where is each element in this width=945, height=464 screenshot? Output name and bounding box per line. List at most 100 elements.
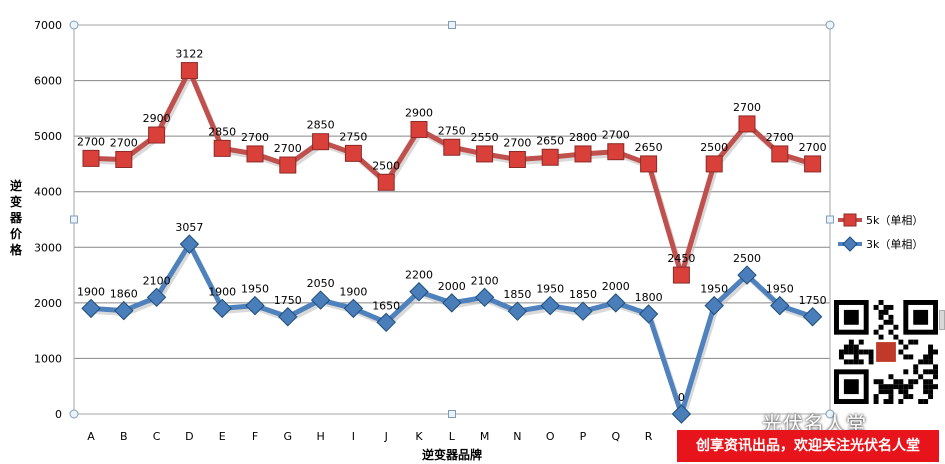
scrollbar-handle[interactable] bbox=[939, 310, 945, 330]
qr-module bbox=[928, 354, 934, 360]
qr-module bbox=[923, 384, 929, 390]
qr-module bbox=[898, 399, 904, 404]
qr-code-icon bbox=[834, 300, 938, 404]
qr-module bbox=[848, 339, 854, 345]
qr-module bbox=[903, 369, 909, 375]
data-point-5k bbox=[279, 156, 297, 174]
qr-module bbox=[888, 374, 894, 380]
qr-module bbox=[898, 389, 904, 395]
data-label: 1750 bbox=[274, 294, 302, 307]
qr-module bbox=[918, 399, 924, 404]
x-tick-label: J bbox=[384, 430, 388, 443]
qr-module bbox=[888, 304, 894, 310]
x-tick-label: L bbox=[449, 430, 456, 443]
qr-module bbox=[878, 379, 884, 385]
qr-module bbox=[893, 324, 899, 330]
qr-module bbox=[933, 364, 938, 370]
data-label: 1860 bbox=[110, 288, 138, 301]
data-point-5k bbox=[246, 145, 264, 163]
series-line-3k bbox=[90, 241, 814, 417]
qr-module bbox=[893, 379, 899, 385]
qr-module bbox=[888, 389, 894, 395]
qr-module bbox=[933, 349, 938, 355]
qr-module bbox=[888, 399, 894, 404]
data-label: 2850 bbox=[208, 125, 236, 138]
data-point-3k bbox=[179, 234, 200, 254]
data-label: 3122 bbox=[175, 48, 203, 61]
qr-finder-core bbox=[843, 309, 859, 325]
data-point-3k bbox=[343, 298, 364, 319]
legend-label: 5k（单相） bbox=[866, 214, 923, 227]
data-label: 1950 bbox=[766, 283, 794, 296]
qr-module bbox=[853, 359, 859, 365]
data-label: 2750 bbox=[438, 124, 466, 137]
qr-module bbox=[913, 379, 919, 385]
data-label: 2650 bbox=[536, 134, 564, 147]
qr-module bbox=[903, 394, 909, 400]
qr-module bbox=[853, 349, 859, 355]
qr-module bbox=[928, 344, 934, 350]
qr-module bbox=[888, 384, 894, 390]
qr-module bbox=[878, 384, 884, 390]
x-axis-title: 逆变器品牌 bbox=[422, 447, 482, 462]
x-tick-label: K bbox=[415, 430, 423, 443]
data-point-5k bbox=[443, 138, 461, 156]
data-label: 2800 bbox=[569, 131, 597, 144]
data-label: 2700 bbox=[602, 129, 630, 142]
series-line-5k bbox=[90, 68, 814, 278]
data-point-5k bbox=[148, 126, 166, 144]
y-tick-label: 4000 bbox=[34, 186, 62, 199]
data-point-5k bbox=[213, 139, 231, 157]
legend-label: 3k（单相） bbox=[866, 238, 923, 251]
qr-module bbox=[923, 359, 929, 365]
qr-module bbox=[908, 339, 914, 345]
qr-module bbox=[843, 359, 849, 365]
data-point-5k bbox=[705, 155, 723, 173]
qr-module bbox=[928, 384, 934, 390]
x-tick-label: M bbox=[480, 430, 490, 443]
data-label: 2500 bbox=[700, 141, 728, 154]
qr-module bbox=[868, 354, 874, 360]
y-tick-label: 7000 bbox=[34, 19, 62, 32]
data-label: 2700 bbox=[766, 131, 794, 144]
x-tick-label: O bbox=[546, 430, 555, 443]
qr-module bbox=[873, 394, 879, 400]
qr-module bbox=[883, 304, 889, 310]
data-label: 2000 bbox=[438, 280, 466, 293]
qr-module bbox=[898, 349, 904, 355]
legend-marker bbox=[843, 213, 857, 227]
x-tick-label: H bbox=[316, 430, 324, 443]
y-tick-label: 5000 bbox=[34, 130, 62, 143]
data-label: 2700 bbox=[241, 131, 269, 144]
data-label: 2750 bbox=[339, 130, 367, 143]
x-tick-label: E bbox=[219, 430, 226, 443]
data-label: 2700 bbox=[799, 141, 827, 154]
qr-module bbox=[888, 329, 894, 335]
data-point-3k bbox=[310, 290, 331, 310]
qr-module bbox=[928, 394, 934, 400]
data-point-5k bbox=[410, 120, 428, 138]
data-label: 1900 bbox=[77, 285, 105, 298]
data-point-5k bbox=[377, 173, 395, 191]
qr-module bbox=[913, 339, 919, 345]
qr-module bbox=[878, 300, 884, 305]
qr-module bbox=[923, 354, 929, 360]
data-point-5k bbox=[640, 155, 658, 173]
qr-module bbox=[908, 379, 914, 385]
x-tick-label: R bbox=[645, 430, 653, 443]
data-point-5k bbox=[738, 115, 756, 133]
data-label: 2650 bbox=[635, 141, 663, 154]
data-label: 1950 bbox=[241, 283, 269, 296]
qr-module bbox=[868, 359, 874, 365]
qr-module bbox=[923, 369, 929, 375]
x-tick-label: Q bbox=[611, 430, 620, 443]
qr-module bbox=[863, 349, 869, 355]
data-label: 2700 bbox=[274, 142, 302, 155]
resize-handle bbox=[448, 21, 456, 29]
data-point-5k bbox=[115, 150, 133, 168]
qr-module bbox=[898, 339, 904, 345]
qr-module bbox=[838, 349, 844, 355]
data-label: 1850 bbox=[569, 288, 597, 301]
x-tick-label: P bbox=[580, 430, 587, 443]
data-point-3k bbox=[704, 295, 724, 316]
